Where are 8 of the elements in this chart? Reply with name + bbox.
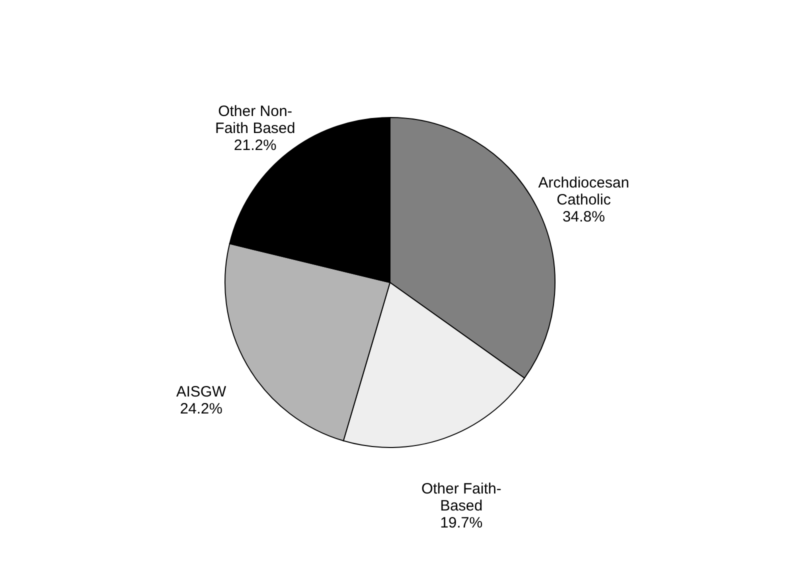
slice-label: AISGW bbox=[176, 384, 228, 400]
data-label: 24.2% bbox=[180, 400, 222, 418]
slice-label: Other Non-Faith Based bbox=[215, 103, 296, 138]
data-label: 34.8% bbox=[562, 208, 605, 226]
data-label: 19.7% bbox=[440, 514, 483, 532]
data-label: 21.2% bbox=[234, 137, 276, 154]
slice-label: Archdiocesan Catholic bbox=[538, 174, 630, 209]
slice-label: Other Faith-Based bbox=[421, 480, 502, 514]
